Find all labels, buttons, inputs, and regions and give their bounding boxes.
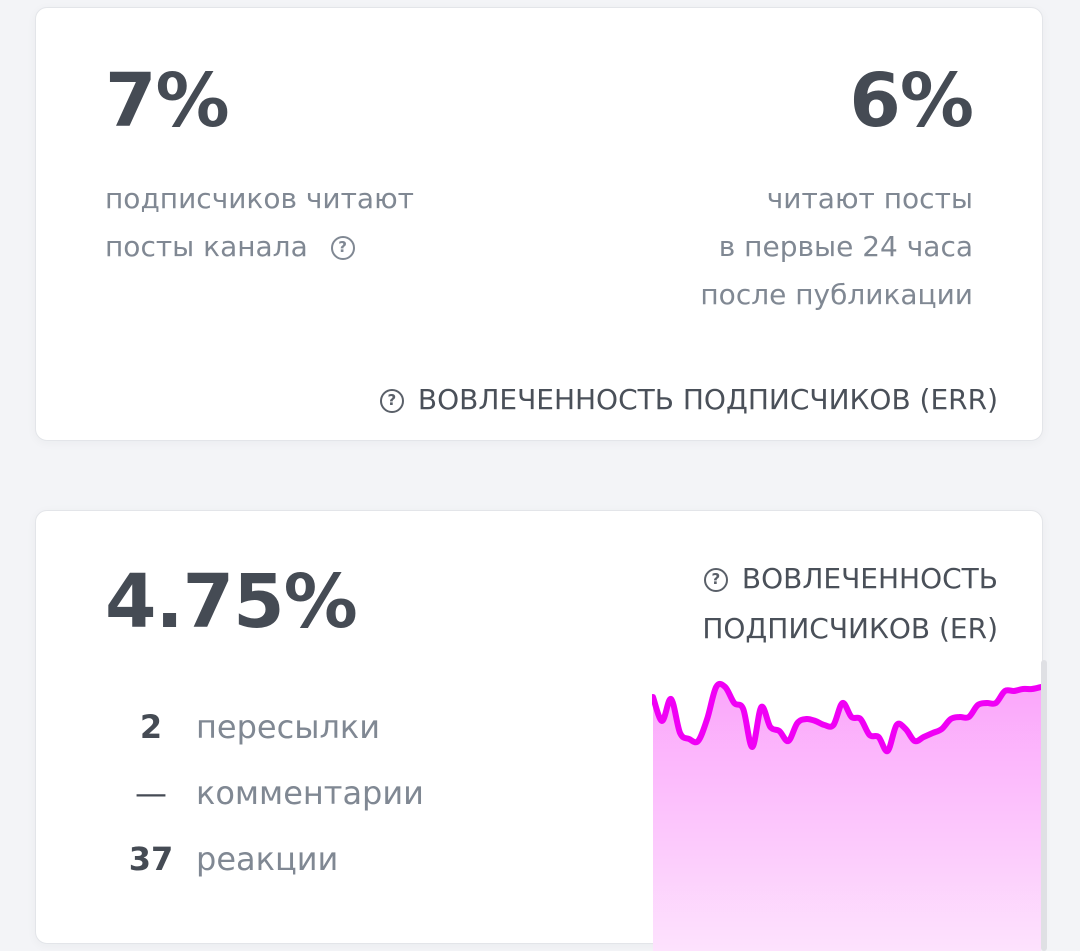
read-first-24h-caption: читают посты в первые 24 часа после публ… [700,182,973,311]
reactions-count: 37 [128,840,174,878]
chart-line [652,680,1044,755]
question-circle-icon[interactable]: ? [703,568,728,592]
stat-row-comments: — комментарии [106,760,424,826]
stat-row-forwards: 2 пересылки [106,694,380,760]
err-card: 7% подписчиков читают посты канала ? 6% … [35,7,1043,441]
subscribers-read-percent: 7% [105,58,230,144]
subscribers-read-caption: подписчиков читают посты канала ? [105,182,414,263]
err-footer[interactable]: ? ВОВЛЕЧЕННОСТЬ ПОДПИСЧИКОВ (ERR) [379,375,998,425]
er-sparkline-chart [652,680,1044,951]
scrollbar[interactable] [1041,660,1047,951]
er-card: 4.75% ? ВОВЛЕЧЕННОСТЬ ПОДПИСЧИКОВ (ER) 2 … [35,510,1043,944]
comments-count: — [135,774,167,812]
chart-area-fill [653,683,1041,951]
err-footer-label: ВОВЛЕЧЕННОСТЬ ПОДПИСЧИКОВ (ERR) [417,383,998,416]
er-value: 4.75% [105,559,358,645]
forwards-count: 2 [139,708,163,746]
comments-label: комментарии [196,774,424,812]
read-first-24h-percent: 6% [849,58,974,144]
er-title[interactable]: ? ВОВЛЕЧЕННОСТЬ ПОДПИСЧИКОВ (ER) [702,562,998,645]
stat-row-reactions: 37 реакции [106,826,339,892]
question-circle-icon[interactable]: ? [330,236,355,260]
question-circle-icon[interactable]: ? [379,389,404,413]
forwards-label: пересылки [196,708,381,746]
reactions-label: реакции [196,840,339,878]
